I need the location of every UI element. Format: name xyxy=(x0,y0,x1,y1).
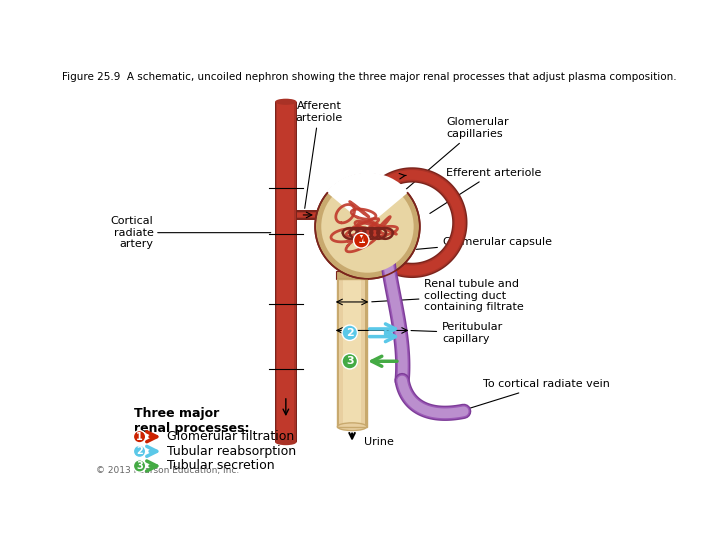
Text: Three major
renal processes:: Three major renal processes: xyxy=(134,408,250,435)
Text: Urine: Urine xyxy=(364,437,394,447)
Bar xyxy=(275,102,297,442)
Ellipse shape xyxy=(338,423,366,430)
Circle shape xyxy=(315,174,420,279)
Text: Figure 25.9  A schematic, uncoiled nephron showing the three major renal process: Figure 25.9 A schematic, uncoiled nephro… xyxy=(62,72,676,83)
Text: Renal tubule and
collecting duct
containing filtrate: Renal tubule and collecting duct contain… xyxy=(372,279,524,313)
Circle shape xyxy=(133,460,145,472)
Bar xyxy=(338,279,366,427)
Circle shape xyxy=(342,354,357,369)
Bar xyxy=(336,271,368,279)
Text: Efferent arteriole: Efferent arteriole xyxy=(430,167,541,213)
Text: Glomerular filtration: Glomerular filtration xyxy=(167,430,294,443)
Text: Glomerular
capillaries: Glomerular capillaries xyxy=(399,117,508,195)
Bar xyxy=(338,279,366,427)
Bar xyxy=(297,212,344,218)
Text: 2: 2 xyxy=(136,447,143,456)
Bar xyxy=(297,213,344,217)
Wedge shape xyxy=(326,173,409,226)
Bar xyxy=(297,211,344,220)
Ellipse shape xyxy=(275,439,297,445)
Circle shape xyxy=(321,180,414,273)
Bar xyxy=(277,102,294,442)
Text: 3: 3 xyxy=(136,461,143,471)
Text: Afferent
arteriole: Afferent arteriole xyxy=(295,101,343,208)
Text: Glomerular capsule: Glomerular capsule xyxy=(416,237,552,249)
Text: Tubular reabsorption: Tubular reabsorption xyxy=(167,445,297,458)
Circle shape xyxy=(133,430,145,443)
Ellipse shape xyxy=(275,99,297,105)
Text: To cortical radiate vein: To cortical radiate vein xyxy=(464,379,610,411)
Bar xyxy=(343,279,361,427)
Text: Tubular secretion: Tubular secretion xyxy=(167,460,275,472)
Text: 2: 2 xyxy=(346,328,354,338)
Text: © 2013 Pearson Education, Inc.: © 2013 Pearson Education, Inc. xyxy=(96,466,239,475)
Text: 1: 1 xyxy=(357,235,365,245)
Text: Peritubular
capillary: Peritubular capillary xyxy=(411,322,503,343)
Circle shape xyxy=(133,445,145,457)
Text: Cortical
radiate
artery: Cortical radiate artery xyxy=(111,216,153,249)
Bar xyxy=(276,102,296,442)
Text: 3: 3 xyxy=(346,356,354,366)
Circle shape xyxy=(354,233,369,248)
Text: 1: 1 xyxy=(136,431,143,442)
Circle shape xyxy=(342,325,357,340)
Bar xyxy=(339,279,365,427)
